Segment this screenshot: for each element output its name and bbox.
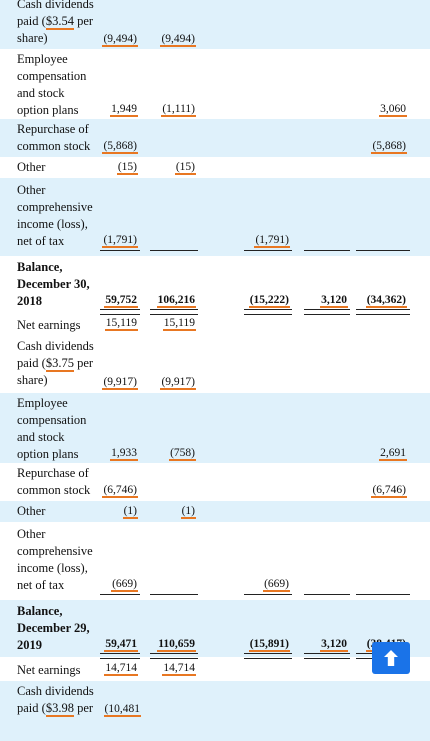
value-cell: (1,791) [102,234,138,248]
row-label: Employee compensation and stock option p… [17,52,87,117]
table-row: Balance, December 29, 2019 59,471 110,65… [0,600,430,659]
dividend-rate: $3.98 [45,701,74,717]
table-row: Other (1) (1) [0,501,430,522]
value-cell: 3,060 [379,103,407,117]
value-cell: 15,119 [104,317,138,331]
table-row: Repurchase of common stock (5,868) (5,86… [0,119,430,157]
total-double-rule [304,309,350,315]
value-cell: (758) [169,447,196,461]
subtotal-rule [304,594,350,595]
value-cell: (15,891) [248,638,290,652]
value-cell: (9,917) [102,376,138,390]
subtotal-rule [150,594,198,595]
subtotal-rule [356,250,410,251]
table-row: Net earnings 14,714 14,714 [0,657,430,681]
row-label: Cash dividends paid ($3.54 per share) [17,0,94,45]
value-cell: (1,111) [161,103,196,117]
value-cell: (1,791) [254,234,290,248]
subtotal-rule [356,594,410,595]
row-label: Other comprehensive income (loss), net o… [17,183,93,248]
value-cell: (1) [180,505,196,519]
table-row: Other comprehensive income (loss), net o… [0,522,430,600]
total-double-rule [244,653,292,659]
table-row: Net earnings 15,119 15,119 [0,313,430,335]
value-cell: (9,917) [160,376,196,390]
total-double-rule [100,309,140,315]
row-label: Cash dividends paid ($3.75 per share) [17,339,94,387]
subtotal-rule [244,594,292,595]
table-row: Cash dividends paid ($3.75 per share) (9… [0,335,430,393]
value-cell: 14,714 [162,662,196,676]
table-row: Cash dividends paid ($3.98 per (10,481 [0,681,430,741]
value-cell: (5,868) [371,140,407,154]
arrow-up-icon [384,650,398,666]
value-cell: 3,120 [320,294,348,308]
subtotal-rule [244,250,292,251]
value-cell: 3,120 [320,638,348,652]
row-label: Balance, December 30, 2018 [17,260,90,308]
value-cell: 59,752 [104,294,138,308]
value-cell: 1,949 [110,103,138,117]
table-row: Other (15) (15) [0,157,430,178]
total-double-rule [150,653,198,659]
subtotal-rule [100,250,140,251]
value-cell: (15,222) [248,294,290,308]
value-cell: (10,481 [103,703,141,717]
table-row: Balance, December 30, 2018 59,752 106,21… [0,256,430,315]
value-cell: 110,659 [157,638,196,652]
value-cell: (1) [122,505,138,519]
value-cell: (34,362) [365,294,407,308]
table-row: Cash dividends paid ($3.54 per share) (9… [0,0,430,49]
value-cell: (9,494) [102,33,138,47]
total-double-rule [100,653,140,659]
dividend-rate: $3.54 [45,14,74,30]
subtotal-rule [304,250,350,251]
row-label: Other [17,160,46,174]
value-cell: 15,119 [162,317,196,331]
row-label: Other [17,504,46,518]
value-cell: 1,933 [110,447,138,461]
total-double-rule [150,309,198,315]
row-label: Employee compensation and stock option p… [17,396,87,461]
total-double-rule [356,309,410,315]
value-cell: (9,494) [160,33,196,47]
value-cell: 59,471 [104,638,138,652]
value-cell: (669) [111,578,138,592]
row-label: Cash dividends paid ($3.98 per [17,684,94,717]
row-label: Net earnings [17,318,81,332]
value-cell: 14,714 [104,662,138,676]
total-double-rule [244,309,292,315]
value-cell: (669) [263,578,290,592]
value-cell: (6,746) [371,484,407,498]
table-row: Repurchase of common stock (6,746) (6,74… [0,463,430,501]
value-cell: 106,216 [156,294,196,308]
value-cell: (6,746) [102,484,138,498]
value-cell: 2,691 [379,447,407,461]
subtotal-rule [100,594,140,595]
subtotal-rule [150,250,198,251]
value-cell: (5,868) [102,140,138,154]
table-row: Employee compensation and stock option p… [0,49,430,119]
value-cell: (15) [174,161,196,175]
row-label: Net earnings [17,663,81,677]
value-cell: (15) [116,161,138,175]
total-double-rule [304,653,350,659]
table-row: Employee compensation and stock option p… [0,393,430,463]
row-label: Balance, December 29, 2019 [17,604,90,652]
scroll-to-top-button[interactable] [372,642,410,674]
row-label: Repurchase of common stock [17,466,91,497]
row-label: Other comprehensive income (loss), net o… [17,527,93,592]
row-label: Repurchase of common stock [17,122,91,153]
table-row: Other comprehensive income (loss), net o… [0,178,430,256]
dividend-rate: $3.75 [45,356,74,372]
